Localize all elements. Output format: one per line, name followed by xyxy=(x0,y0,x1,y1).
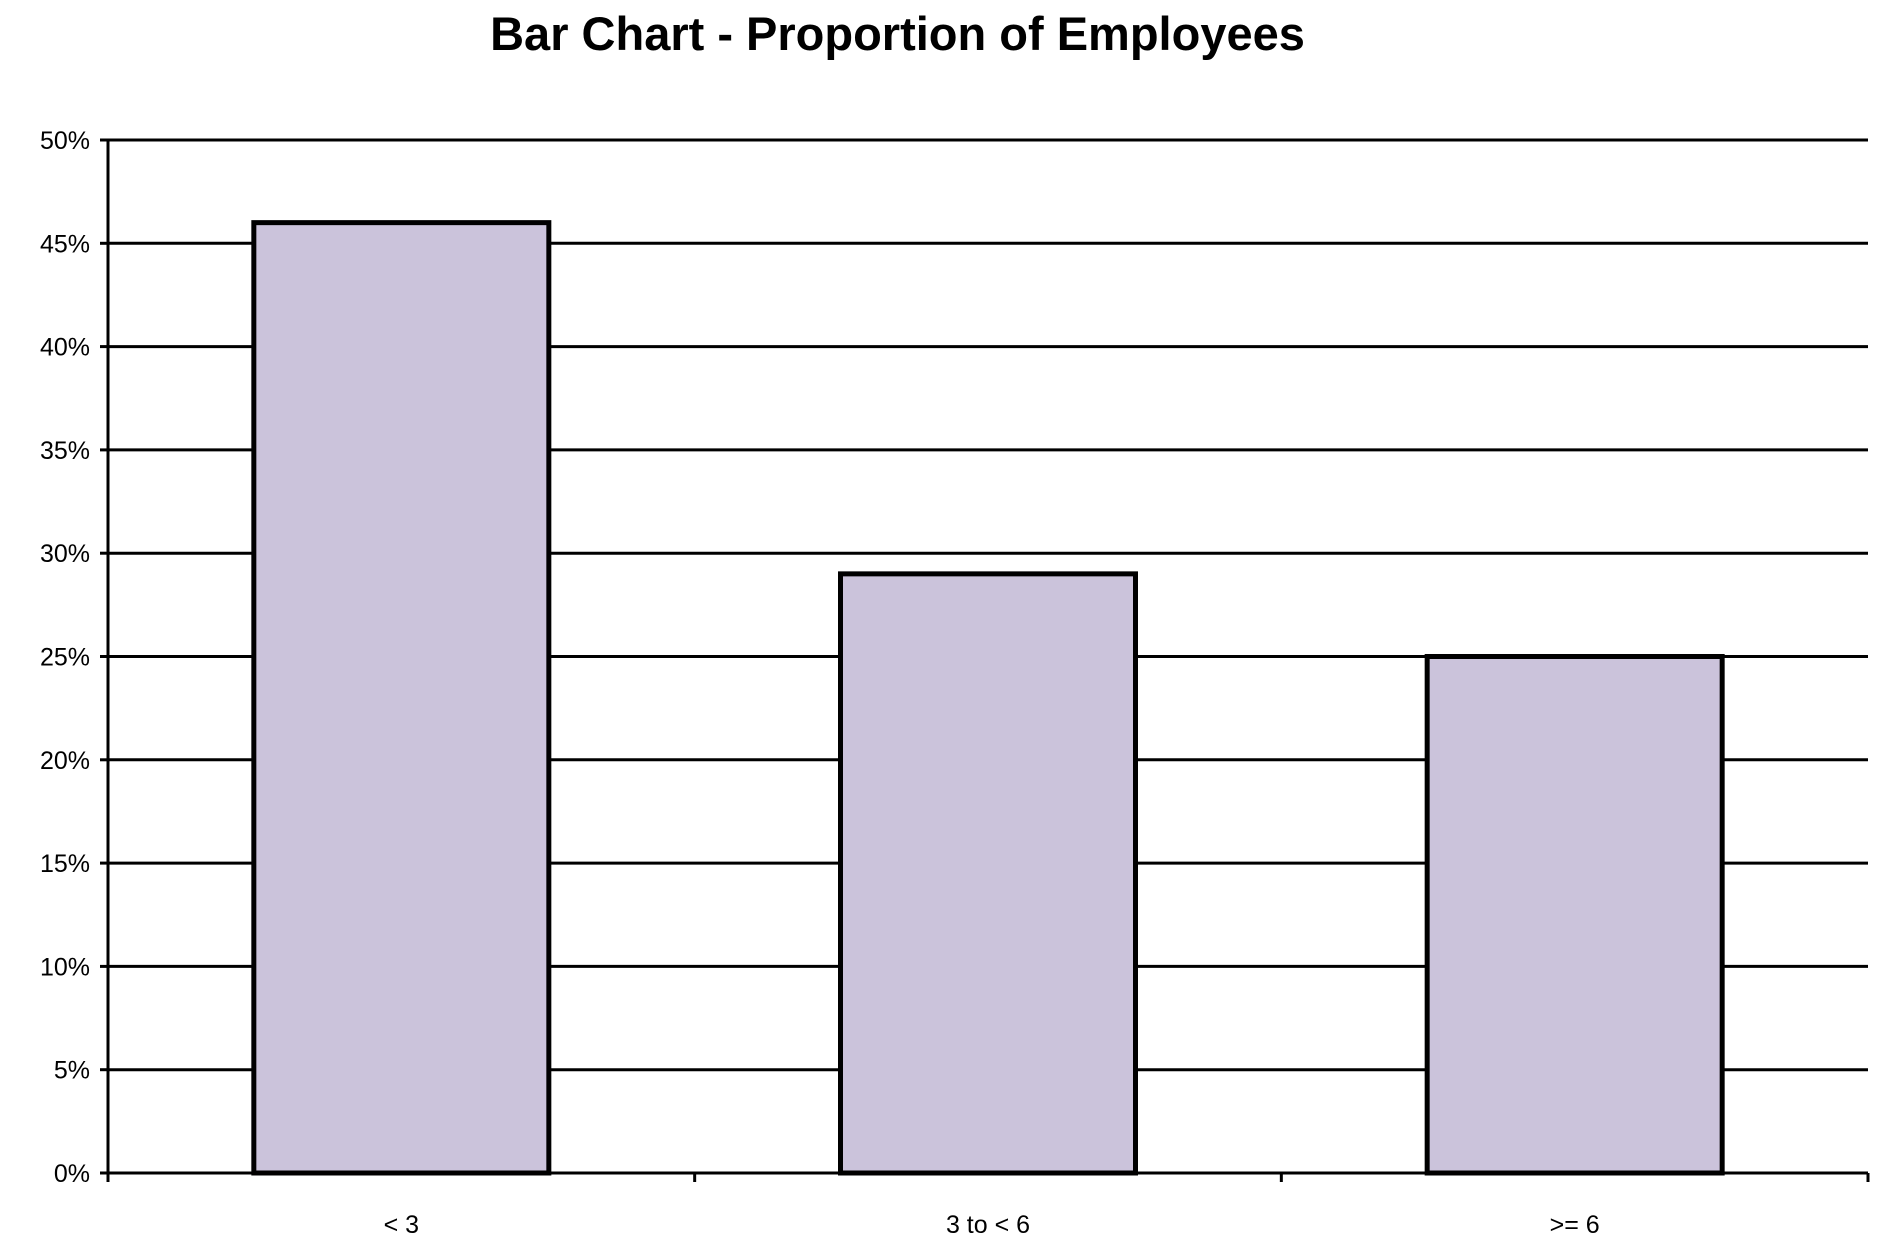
bar-2 xyxy=(838,571,1138,1176)
x-tick-label: 3 to < 6 xyxy=(946,1211,1030,1239)
y-tick-label: 30% xyxy=(40,540,90,568)
y-tick-label: 20% xyxy=(40,747,90,775)
y-tick-label: 10% xyxy=(40,953,90,981)
y-tick-label: 50% xyxy=(40,127,90,155)
x-tick-label: < 3 xyxy=(384,1211,419,1239)
bar-1 xyxy=(251,220,552,1176)
y-tick-label: 25% xyxy=(40,644,90,672)
y-tick-label: 0% xyxy=(54,1160,90,1188)
x-tick-label: >= 6 xyxy=(1550,1211,1600,1239)
chart-title: Bar Chart - Proportion of Employees xyxy=(490,7,1305,60)
tick-labels: 0% 5% 10% 15% 20% 25% 30% 35% 40% 45% 50% < 3 3 to <… xyxy=(40,127,1600,1239)
y-tick-label: 45% xyxy=(40,230,90,258)
axes xyxy=(100,138,1870,1182)
y-tick-label: 35% xyxy=(40,437,90,465)
y-tick-label: 5% xyxy=(54,1057,90,1085)
bar-3 xyxy=(1424,654,1725,1176)
bars xyxy=(251,220,1725,1176)
y-tick-label: 15% xyxy=(40,850,90,878)
y-tick-label: 40% xyxy=(40,334,90,362)
